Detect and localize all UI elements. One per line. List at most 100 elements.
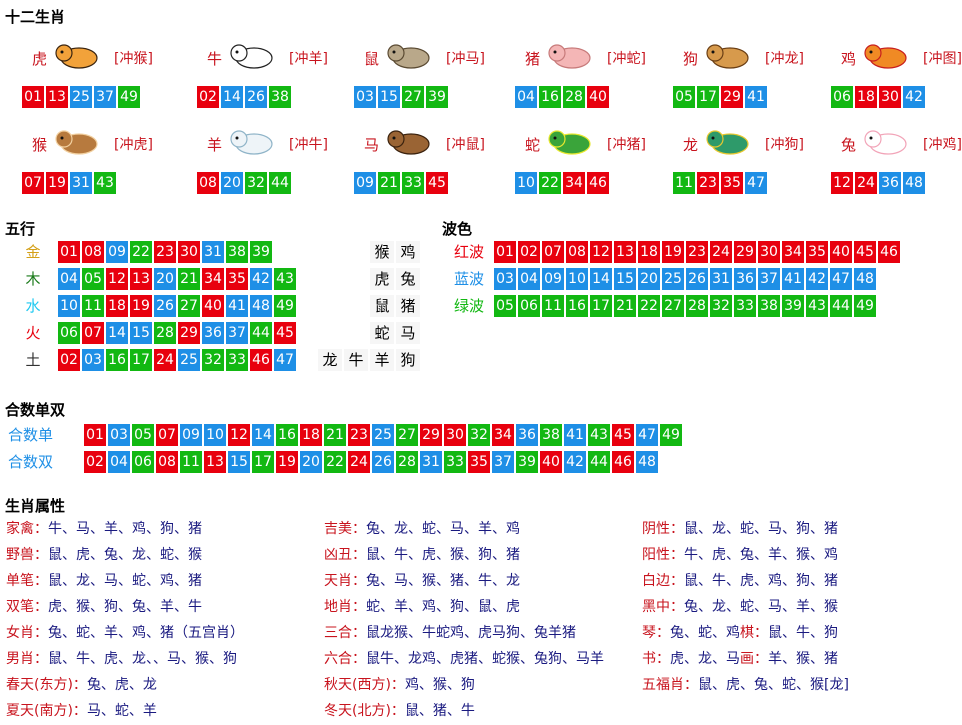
zodiac-header: 马 [冲鼠] [354, 124, 504, 158]
wave-row: 绿波 05 06 11 16 17 21 22 27 28 32 33 38 39 43 44 49 [444, 295, 878, 317]
zodiac-header: 鸡 [冲图] [831, 38, 962, 72]
wuxing-row: 水 10 11 18 19 26 27 40 41 48 49 鼠猪 [8, 295, 420, 317]
number-ball: 15 [614, 268, 636, 290]
number-ball: 06 [132, 451, 154, 473]
attribute-value: 鼠龙猴、牛蛇鸡、虎马狗、兔羊猪 [366, 625, 576, 641]
number-ball: 34 [563, 172, 585, 194]
number-ball: 45 [274, 322, 296, 344]
number-ball: 40 [540, 451, 562, 473]
zodiac-numbers: 05 17 29 41 [673, 86, 769, 108]
zodiac-cell: 猪 [冲蛇] 04 16 28 40 [515, 38, 665, 126]
attribute-key: 画： [740, 651, 768, 667]
number-ball: 40 [202, 295, 224, 317]
monkey-icon [55, 130, 98, 155]
zodiac-numbers: 10 22 34 46 [515, 172, 611, 194]
zodiac-tag: 羊 [370, 349, 394, 371]
number-ball: 21 [178, 268, 200, 290]
zodiac-numbers: 12 24 36 48 [831, 172, 927, 194]
number-ball: 33 [226, 349, 248, 371]
zodiac-tag: 马 [396, 322, 420, 344]
wuxing-zodiac: 鼠猪 [370, 295, 422, 317]
number-ball: 30 [758, 241, 780, 263]
wuxing-row: 木 04 05 12 13 20 21 34 35 42 43 虎兔 [8, 268, 420, 290]
wuxing-zodiac: 虎兔 [370, 268, 422, 290]
number-ball: 24 [710, 241, 732, 263]
attribute-value: 兔、龙、蛇、马、羊、鸡 [366, 521, 520, 537]
number-ball: 14 [221, 86, 243, 108]
number-ball: 40 [587, 86, 609, 108]
attribute-key: 黑中： [642, 599, 684, 615]
number-ball: 21 [324, 424, 346, 446]
attribute-key: 双笔： [6, 599, 48, 615]
sheep-icon [230, 130, 273, 155]
attribute-line: 三合：鼠龙猴、牛蛇鸡、虎马狗、兔羊猪 [324, 624, 576, 642]
number-ball: 02 [58, 349, 80, 371]
number-ball: 47 [745, 172, 767, 194]
number-ball: 03 [494, 268, 516, 290]
number-ball: 08 [566, 241, 588, 263]
attribute-line: 五福肖：鼠、虎、兔、蛇、猴[龙] [642, 676, 849, 694]
zodiac-header: 鼠 [冲马] [354, 38, 504, 72]
number-ball: 37 [492, 451, 514, 473]
zodiac-clash: [冲图] [923, 51, 962, 67]
zodiac-numbers: 11 23 35 47 [673, 172, 769, 194]
number-ball: 09 [354, 172, 376, 194]
number-ball: 16 [106, 349, 128, 371]
heshu-label: 合数单 [8, 426, 54, 444]
zodiac-cell: 鸡 [冲图] 06 18 30 42 [831, 38, 962, 126]
number-ball: 32 [468, 424, 490, 446]
attribute-key: 野兽： [6, 547, 48, 563]
number-ball: 06 [518, 295, 540, 317]
number-ball: 12 [106, 268, 128, 290]
zodiac-tag: 鼠 [370, 295, 394, 317]
zodiac-tag: 虎 [370, 268, 394, 290]
wuxing-zodiac: 龙牛羊狗 [318, 349, 422, 371]
wuxing-label: 土 [25, 351, 41, 369]
number-ball: 19 [46, 172, 68, 194]
number-ball: 28 [154, 322, 176, 344]
number-ball: 31 [710, 268, 732, 290]
number-ball: 34 [782, 241, 804, 263]
number-ball: 47 [274, 349, 296, 371]
heshu-label: 合数双 [8, 453, 54, 471]
attribute-value: 鼠牛、龙鸡、虎猪、蛇猴、兔狗、马羊 [366, 651, 604, 667]
number-ball: 43 [274, 268, 296, 290]
number-ball: 48 [903, 172, 925, 194]
attribute-line: 女肖：兔、蛇、羊、鸡、猪（五宫肖） [6, 624, 244, 642]
number-ball: 25 [70, 86, 92, 108]
number-ball: 43 [94, 172, 116, 194]
number-ball: 12 [831, 172, 853, 194]
number-ball: 42 [806, 268, 828, 290]
number-ball: 39 [426, 86, 448, 108]
zodiac-tag: 狗 [396, 349, 420, 371]
tiger-icon [55, 44, 98, 69]
number-ball: 35 [468, 451, 490, 473]
zodiac-tag: 兔 [396, 268, 420, 290]
number-ball: 23 [697, 172, 719, 194]
number-ball: 05 [82, 268, 104, 290]
attribute-line: 秋天(西方)：鸡、猴、狗 [324, 676, 475, 694]
number-ball: 22 [130, 241, 152, 263]
number-ball: 25 [178, 349, 200, 371]
number-ball: 44 [588, 451, 610, 473]
number-ball: 11 [542, 295, 564, 317]
number-ball: 08 [82, 241, 104, 263]
attribute-key: 春天(东方)： [6, 677, 87, 693]
wuxing-row: 火 06 07 14 15 28 29 36 37 44 45 蛇马 [8, 322, 420, 344]
wuxing-zodiac: 猴鸡 [370, 241, 422, 263]
attribute-key: 书： [642, 651, 670, 667]
zodiac-cell: 龙 [冲狗] 11 23 35 47 [673, 124, 823, 212]
number-ball: 39 [250, 241, 272, 263]
number-ball: 29 [178, 322, 200, 344]
number-ball: 15 [228, 451, 250, 473]
number-ball: 47 [830, 268, 852, 290]
number-ball: 46 [878, 241, 900, 263]
number-ball: 25 [662, 268, 684, 290]
dog-icon [706, 44, 749, 69]
attribute-line: 琴：兔、蛇、鸡棋：鼠、牛、狗 [642, 624, 838, 642]
zodiac-numbers: 02 14 26 38 [197, 86, 293, 108]
attribute-value: 牛、虎、兔、羊、猴、鸡 [684, 547, 838, 563]
number-ball: 43 [806, 295, 828, 317]
wave-label: 绿波 [453, 297, 484, 315]
number-ball: 18 [300, 424, 322, 446]
